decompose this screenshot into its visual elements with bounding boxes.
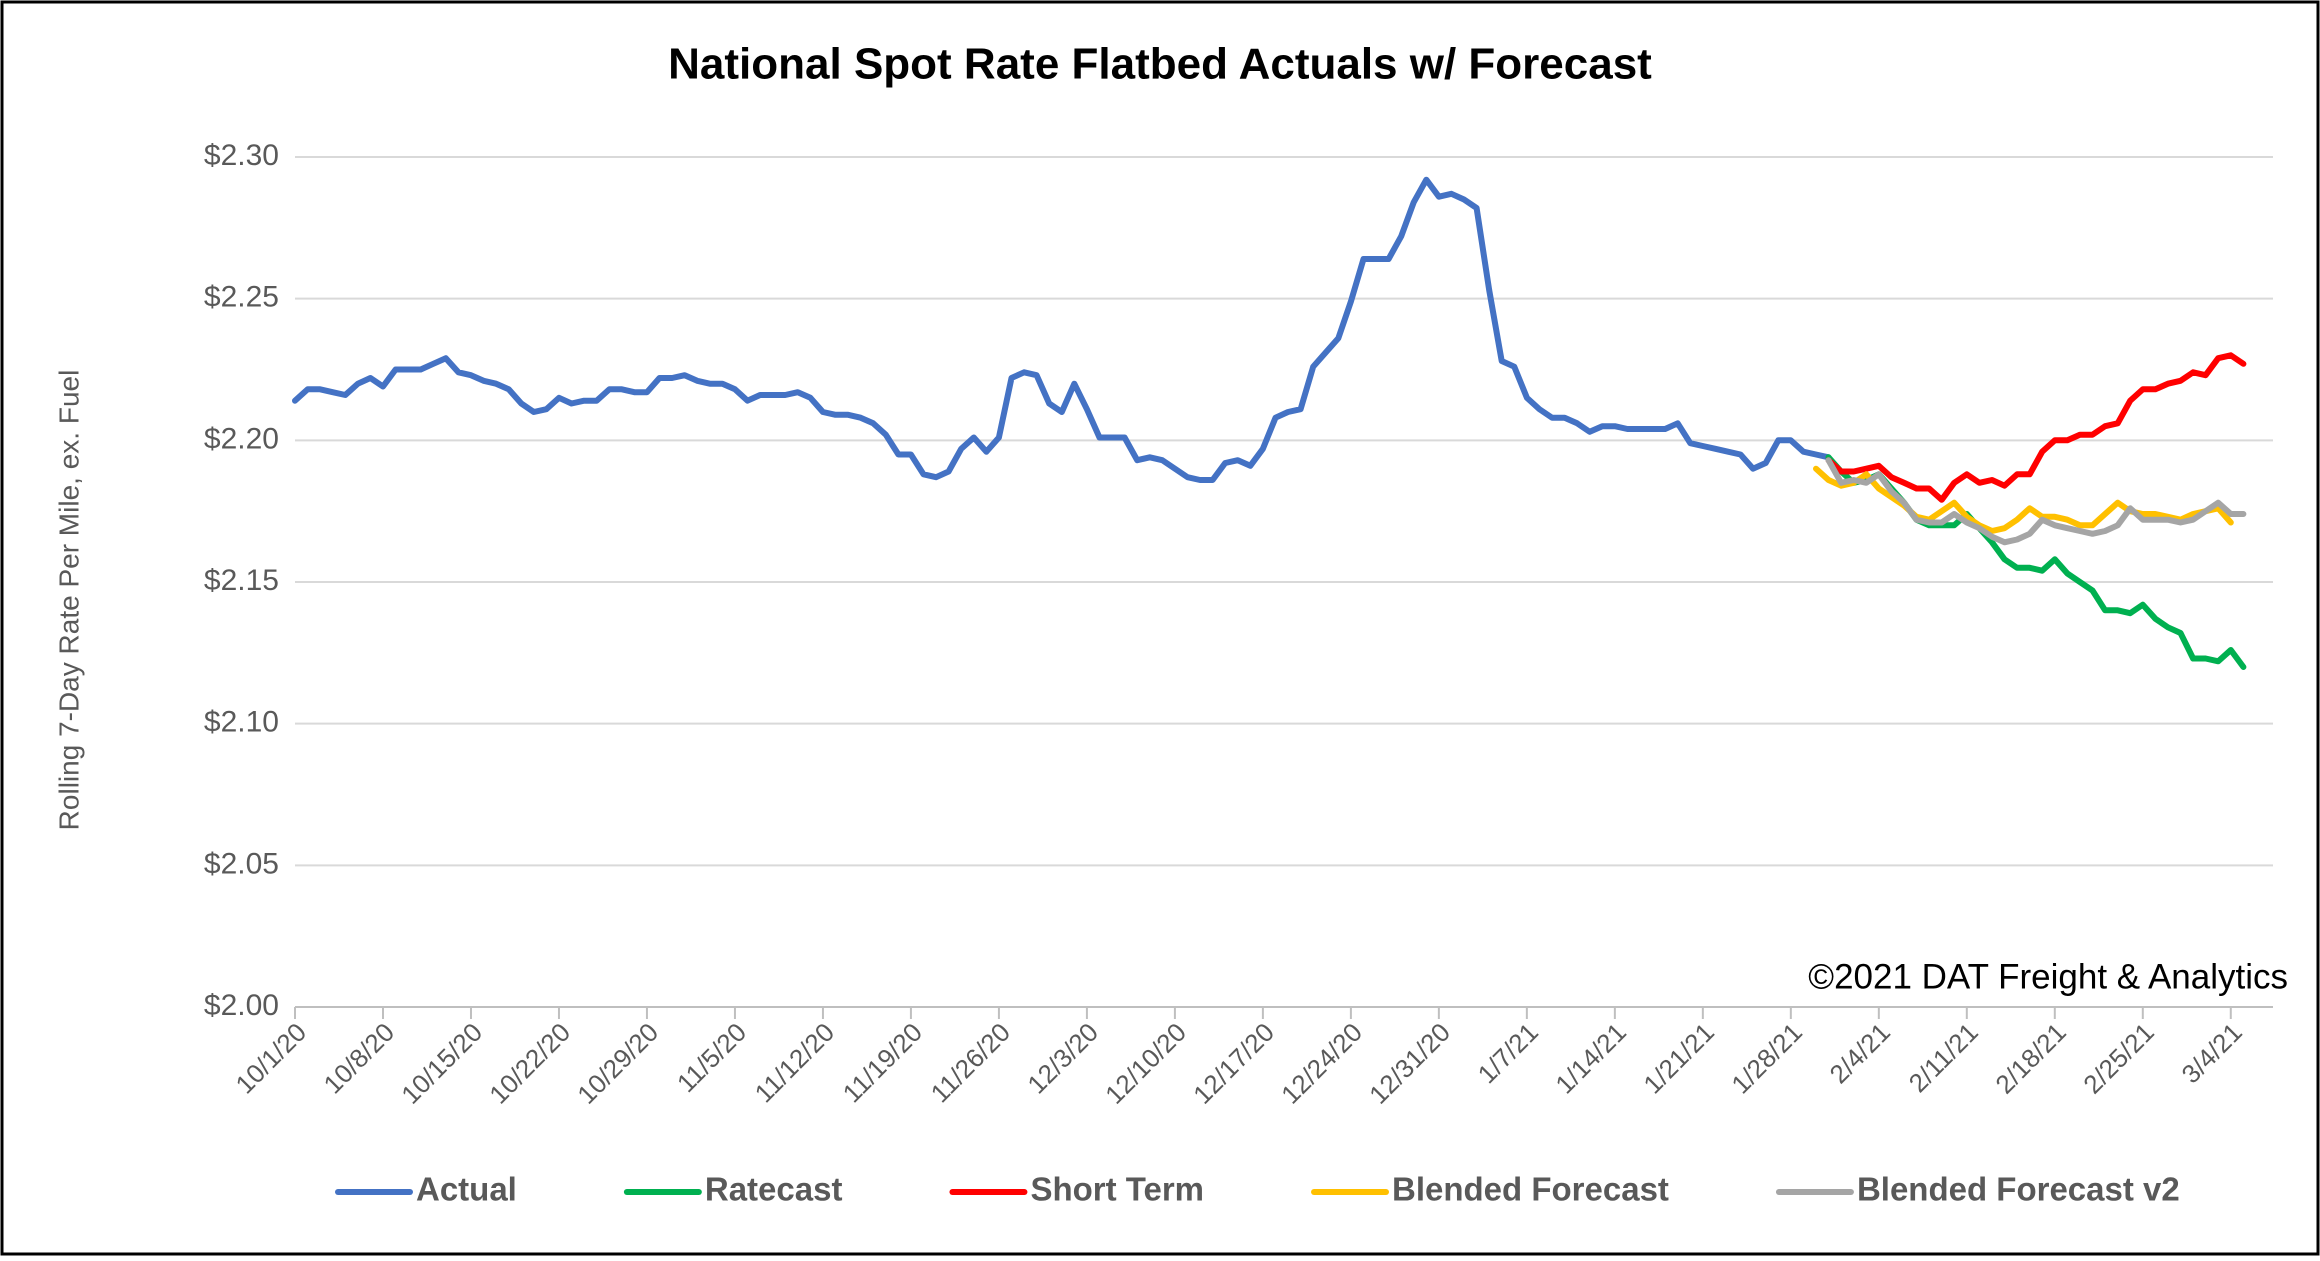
y-tick-label: $2.15 [204,564,279,597]
copyright-annotation: ©2021 DAT Freight & Analytics [1808,957,2288,996]
series-line [292,176,1832,483]
chart-title: National Spot Rate Flatbed Actuals w/ Fo… [668,40,1652,89]
series-line [1825,352,2247,503]
y-tick-label: $2.25 [204,281,279,314]
legend-label: Short Term [1030,1171,1204,1208]
series-line [1813,465,2234,534]
legend-label: Ratecast [705,1171,843,1208]
y-tick-label: $2.20 [204,422,279,455]
y-axis-label: Rolling 7-Day Rate Per Mile, ex. Fuel [53,370,84,831]
legend-label: Blended Forecast v2 [1857,1171,2180,1208]
y-tick-label: $2.00 [204,989,279,1022]
legend-label: Actual [416,1171,517,1208]
y-tick-label: $2.05 [204,847,279,880]
legend-label: Blended Forecast [1392,1171,1669,1208]
series-line [1825,457,2247,546]
y-tick-label: $2.10 [204,706,279,739]
y-tick-label: $2.30 [204,139,279,172]
